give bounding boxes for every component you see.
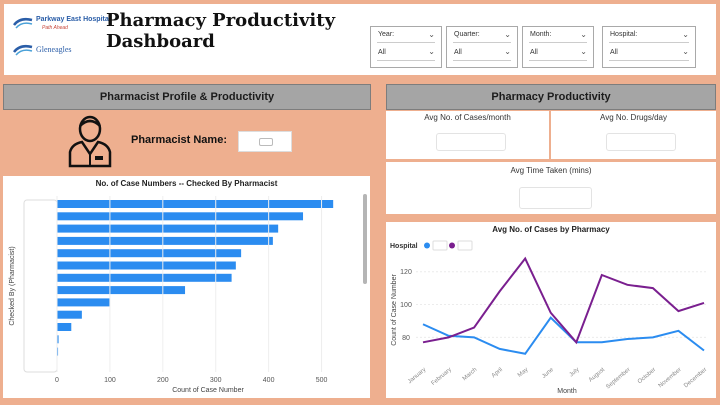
legend-series2-marker[interactable] bbox=[449, 242, 455, 249]
line-chart-ytick-label: 80 bbox=[402, 335, 410, 342]
bar-chart-bar[interactable] bbox=[57, 200, 334, 208]
line-chart-xtick-label: April bbox=[491, 367, 504, 379]
bar-chart-xlabel: Count of Case Number bbox=[172, 387, 244, 394]
page-title-line1: Pharmacy Productivity bbox=[106, 10, 336, 31]
line-chart-title: Avg No. of Cases by Pharmacy bbox=[492, 225, 610, 234]
bar-chart-svg: Checked By (Pharmacist) Count of Case Nu… bbox=[9, 194, 367, 394]
line-chart-ytick-label: 120 bbox=[400, 269, 412, 276]
line-series-2[interactable] bbox=[422, 256, 705, 345]
pharmacist-name-field[interactable] bbox=[238, 131, 292, 152]
kpi-time-taken: Avg Time Taken (mins) bbox=[386, 162, 716, 214]
pharmacist-icon bbox=[68, 115, 112, 168]
line-chart-xtick-label: May bbox=[517, 367, 530, 379]
chevron-down-icon[interactable]: ⌄ bbox=[580, 30, 587, 39]
year-filter-label: Year: bbox=[378, 31, 395, 38]
line-chart-xtick-label: October bbox=[637, 367, 657, 385]
bar-chart-bar[interactable] bbox=[57, 335, 59, 344]
line-chart-xtick-label: March bbox=[462, 367, 479, 382]
page-title: Pharmacy Productivity Dashboard bbox=[106, 10, 356, 52]
bar-chart-bar[interactable] bbox=[57, 347, 59, 356]
pharmacist-profile-header: Pharmacist Profile & Productivity bbox=[3, 84, 371, 110]
kpi-time-taken-value bbox=[519, 187, 592, 209]
page-title-line2: Dashboard bbox=[106, 31, 215, 52]
bar-chart-bar[interactable] bbox=[57, 310, 82, 319]
hospital-filter-label: Hospital: bbox=[610, 31, 638, 38]
line-chart-xtick-label: September bbox=[605, 367, 631, 390]
hospital-filter[interactable]: Hospital: ⌄ All ⌄ bbox=[602, 26, 696, 68]
kpi-drugs-day-title: Avg No. Drugs/day bbox=[600, 113, 667, 122]
kpi-drugs-day-value bbox=[606, 133, 676, 151]
line-chart-svg: Hospital Count of Case Number Month 80 10… bbox=[390, 240, 708, 395]
dashboard-header: Parkway East Hospital Path Ahead Gleneag… bbox=[4, 4, 716, 75]
line-chart-xtick-label: December bbox=[683, 367, 708, 389]
bar-chart-bar[interactable] bbox=[57, 249, 242, 258]
bar-chart-ylabel: Checked By (Pharmacist) bbox=[9, 246, 16, 325]
bar-chart-bar[interactable] bbox=[57, 273, 232, 282]
line-chart-xtick-label: February bbox=[431, 367, 453, 387]
month-filter[interactable]: Month: ⌄ All ⌄ bbox=[522, 26, 594, 68]
bar-chart-bar[interactable] bbox=[57, 224, 279, 233]
legend-series2-label[interactable] bbox=[457, 240, 473, 251]
chevron-down-icon[interactable]: ⌄ bbox=[504, 30, 511, 39]
case-numbers-chart: No. of Case Numbers -- Checked By Pharma… bbox=[3, 176, 370, 398]
bar-chart-tick-label: 500 bbox=[316, 377, 328, 384]
kpi-drugs-day: Avg No. Drugs/day bbox=[551, 111, 716, 159]
pharmacist-name-label: Pharmacist Name: bbox=[131, 134, 227, 146]
bar-chart-bar[interactable] bbox=[57, 298, 110, 307]
year-filter-value[interactable]: All bbox=[378, 49, 386, 56]
gleneagles-logo: Gleneagles bbox=[12, 42, 102, 58]
bar-chart-bar[interactable] bbox=[57, 236, 273, 245]
bar-chart-tick-label: 100 bbox=[104, 377, 116, 384]
logo2-name: Gleneagles bbox=[36, 45, 72, 54]
chevron-down-icon[interactable]: ⌄ bbox=[580, 47, 587, 56]
line-chart-xtick-label: August bbox=[588, 367, 606, 384]
chevron-down-icon[interactable]: ⌄ bbox=[428, 47, 435, 56]
quarter-filter[interactable]: Quarter: ⌄ All ⌄ bbox=[446, 26, 518, 68]
parkway-east-logo: Parkway East Hospital Path Ahead bbox=[12, 14, 111, 36]
parkway-logo-icon bbox=[13, 17, 33, 29]
line-chart-ylabel: Count of Case Number bbox=[391, 274, 398, 346]
logo1-tagline: Path Ahead bbox=[42, 25, 68, 31]
chevron-down-icon[interactable]: ⌄ bbox=[682, 30, 689, 39]
kpi-cases-month: Avg No. of Cases/month bbox=[386, 111, 549, 159]
bar-chart-tick-label: 300 bbox=[210, 377, 222, 384]
bar-chart-bar[interactable] bbox=[57, 323, 72, 331]
month-filter-label: Month: bbox=[530, 31, 552, 38]
line-chart-xtick-label: January bbox=[407, 367, 427, 385]
quarter-filter-label: Quarter: bbox=[454, 31, 480, 38]
legend-series1-label[interactable] bbox=[432, 240, 448, 251]
bar-chart-tick-label: 400 bbox=[263, 377, 275, 384]
logo1-name: Parkway East Hospital bbox=[36, 16, 111, 23]
line-chart-xtick-label: November bbox=[658, 367, 683, 389]
quarter-filter-value[interactable]: All bbox=[454, 49, 462, 56]
chevron-down-icon[interactable]: ⌄ bbox=[504, 47, 511, 56]
year-filter[interactable]: Year: ⌄ All ⌄ bbox=[370, 26, 442, 68]
kpi-cases-month-title: Avg No. of Cases/month bbox=[424, 113, 511, 122]
gleneagles-logo-icon bbox=[13, 44, 33, 56]
legend-series1-marker[interactable] bbox=[424, 242, 430, 249]
line-chart-ytick-label: 100 bbox=[400, 302, 412, 309]
bar-chart-bar[interactable] bbox=[57, 286, 186, 295]
legend-title: Hospital bbox=[390, 243, 418, 250]
bar-chart-bar[interactable] bbox=[57, 261, 236, 270]
avg-cases-line-chart: Avg No. of Cases by Pharmacy Hospital Co… bbox=[386, 222, 716, 398]
y-axis-labels-area bbox=[23, 199, 58, 373]
kpi-time-taken-title: Avg Time Taken (mins) bbox=[510, 166, 592, 175]
bar-chart-bar[interactable] bbox=[57, 212, 304, 221]
hospital-filter-value[interactable]: All bbox=[610, 49, 618, 56]
chevron-down-icon[interactable]: ⌄ bbox=[428, 30, 435, 39]
line-chart-xtick-label: June bbox=[541, 367, 555, 380]
bar-chart-title: No. of Case Numbers -- Checked By Pharma… bbox=[95, 179, 278, 188]
chevron-down-icon[interactable]: ⌄ bbox=[682, 47, 689, 56]
scrollbar[interactable] bbox=[363, 194, 367, 284]
line-series-1[interactable] bbox=[422, 316, 705, 355]
line-chart-xtick-label: July bbox=[569, 367, 581, 378]
month-filter-value[interactable]: All bbox=[530, 49, 538, 56]
line-chart-xlabel: Month bbox=[557, 388, 577, 395]
kpi-cases-month-value bbox=[436, 133, 506, 151]
bar-chart-tick-label: 0 bbox=[55, 377, 59, 384]
pharmacy-productivity-header: Pharmacy Productivity bbox=[386, 84, 716, 110]
bar-chart-tick-label: 200 bbox=[157, 377, 169, 384]
